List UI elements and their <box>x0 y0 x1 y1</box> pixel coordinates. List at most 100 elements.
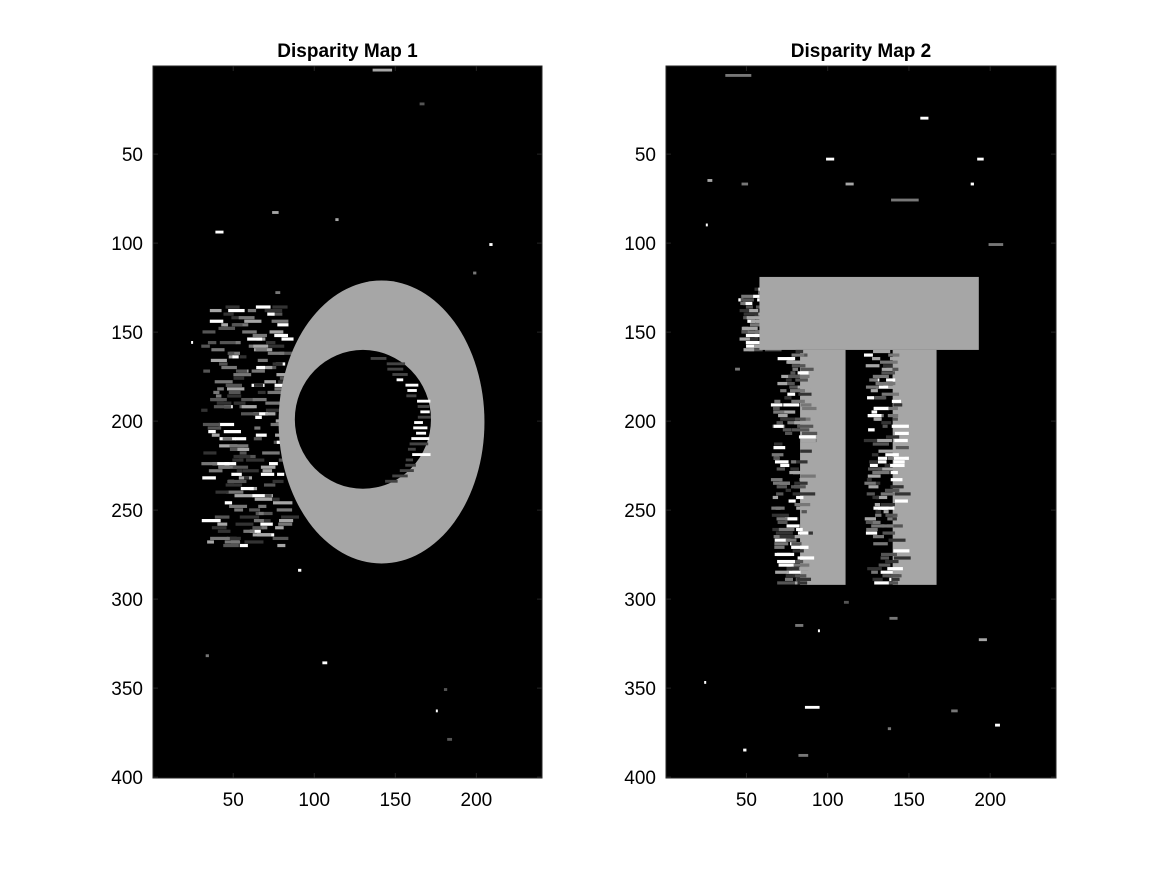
disparity-map-2-leg-streak <box>791 353 805 357</box>
disparity-map-1-noise-streak <box>244 540 264 544</box>
disparity-map-2-speckle <box>804 705 820 709</box>
disparity-map-2-leg-streak <box>886 367 899 371</box>
disparity-map-1-noise-streak <box>275 526 284 530</box>
disparity-map-2-leg-streak <box>785 378 792 382</box>
disparity-map-2-image <box>666 66 1056 778</box>
disparity-map-2-leg-streak <box>773 456 780 460</box>
disparity-map-1-noise-streak <box>229 504 248 508</box>
disparity-map-1-noise-streak <box>222 437 233 441</box>
disparity-map-1-noise-streak <box>211 433 220 437</box>
disparity-map-2-leg-streak <box>877 438 892 443</box>
disparity-map-1-noise-streak <box>264 494 272 498</box>
disparity-map-1-noise-streak <box>221 323 229 327</box>
disparity-map-2-leg-streak <box>870 389 878 393</box>
disparity-map-2-noise-streak <box>747 330 764 334</box>
disparity-map-2-leg-streak <box>775 531 793 535</box>
disparity-map-2-leg-streak <box>774 460 789 464</box>
disparity-map-2-leg-streak <box>889 463 905 468</box>
disparity-map-2-noise-streak <box>743 301 753 306</box>
disparity-map-1-noise-streak <box>225 383 243 387</box>
disparity-map-2-leg-streak <box>886 502 895 507</box>
disparity-map-1-noise-streak <box>270 422 285 427</box>
disparity-map-2-leg-streak <box>864 517 876 521</box>
disparity-map-2-speckle <box>889 616 898 620</box>
disparity-map-1-ytick-label: 350 <box>111 679 143 700</box>
disparity-map-2-leg-streak <box>801 463 816 468</box>
disparity-map-2-leg-streak <box>878 563 891 567</box>
disparity-map-2-leg-streak <box>774 542 789 546</box>
disparity-map-1-noise-streak <box>223 312 234 316</box>
disparity-map-2-leg-streak <box>872 442 889 446</box>
disparity-map-1-noise-streak <box>257 358 268 363</box>
disparity-map-1-noise-streak <box>218 465 230 469</box>
disparity-map-1-noise-streak <box>244 476 250 480</box>
disparity-map-2-noise-streak <box>740 301 746 306</box>
disparity-map-2-leg-streak <box>895 446 909 450</box>
disparity-map-1-noise-streak <box>262 451 280 455</box>
disparity-map-1-noise-streak <box>226 490 244 494</box>
disparity-map-2-leg-streak <box>877 456 888 460</box>
disparity-map-2-noise-streak <box>749 337 759 341</box>
disparity-map-1-noise-streak <box>252 397 267 402</box>
disparity-map-2-leg-streak <box>872 577 883 581</box>
disparity-map-1-noise-streak <box>269 330 284 334</box>
disparity-map-1-noise-streak <box>207 341 217 345</box>
disparity-map-2-leg-streak <box>786 360 801 364</box>
disparity-map-2-leg-streak <box>874 481 881 485</box>
disparity-map-1-noise-streak <box>229 536 241 541</box>
disparity-map-2-leg-streak <box>798 435 816 439</box>
disparity-map-2-leg-streak <box>802 406 817 411</box>
disparity-map-1-noise-streak <box>212 462 230 466</box>
disparity-map-2-leg-streak <box>866 478 872 482</box>
disparity-map-2-speckle <box>707 179 713 182</box>
disparity-map-1-noise-streak <box>253 519 264 523</box>
disparity-map-2-leg-streak <box>793 559 804 564</box>
disparity-map-2-ticks: 50 100 150 200 50 100 150 200 250 300 350 400 <box>624 66 1056 811</box>
disparity-map-2-speckle <box>705 223 708 227</box>
disparity-map-2-leg-streak <box>887 413 899 418</box>
disparity-map-1-ticks: 50 100 150 200 50 100 150 200 250 300 350 400 <box>111 66 542 811</box>
disparity-map-1-noise-streak <box>247 308 257 313</box>
disparity-map-1-noise-streak <box>281 337 294 341</box>
disparity-map-1-noise-streak <box>201 462 218 466</box>
disparity-map-1-noise-streak <box>201 408 208 412</box>
disparity-map-2-speckle <box>845 182 854 186</box>
disparity-map-1-noise-streak <box>255 348 267 352</box>
disparity-map-2-leg-streak <box>796 495 804 500</box>
disparity-map-2-leg-streak <box>782 428 792 432</box>
disparity-map-2-leg-streak <box>881 421 892 425</box>
disparity-map-2-leg-streak <box>771 506 785 510</box>
disparity-map-2-leg-streak <box>890 478 903 482</box>
disparity-map-2-leg-streak <box>873 349 891 354</box>
disparity-map-2-leg-streak <box>868 520 881 524</box>
disparity-map-1-noise-streak <box>232 465 249 469</box>
disparity-map-2-leg-streak <box>793 563 810 567</box>
disparity-map-2-leg-streak <box>776 492 784 496</box>
disparity-map-1-noise-streak <box>225 305 240 309</box>
disparity-map-2-speckle <box>795 624 804 627</box>
disparity-map-2-leg-streak <box>869 378 878 382</box>
disparity-map-1-noise-streak <box>227 479 247 484</box>
disparity-map-1-noise-streak <box>242 469 259 473</box>
disparity-map-2-leg-streak <box>800 449 812 453</box>
disparity-map-2-leg-streak <box>869 460 882 464</box>
disparity-map-1-noise-streak <box>267 390 284 395</box>
disparity-map-1-ytick-label: 400 <box>111 768 143 789</box>
disparity-map-1-noise-streak <box>233 373 252 377</box>
disparity-map-2-xtick-label: 200 <box>974 790 1006 811</box>
disparity-map-2-leg-streak <box>875 385 894 389</box>
disparity-map-1-noise-streak <box>235 341 241 345</box>
disparity-map-1-ring-hole <box>294 349 431 489</box>
disparity-map-1-noise-streak <box>240 486 254 491</box>
disparity-map-1-noise-streak <box>260 522 273 526</box>
disparity-map-1-noise-streak <box>217 387 224 391</box>
disparity-map-2-leg-streak <box>772 495 779 500</box>
disparity-map-1-noise-streak <box>235 369 248 373</box>
disparity-map-2-leg-streak <box>875 510 881 514</box>
disparity-map-2-leg-streak <box>790 460 808 464</box>
disparity-map-2-leg-streak <box>774 399 781 403</box>
disparity-map-2-leg-streak <box>794 502 811 507</box>
disparity-map-2-speckle <box>743 748 747 752</box>
disparity-map-1-ytick-label: 250 <box>111 501 143 522</box>
disparity-map-2-leg-streak <box>870 396 887 400</box>
